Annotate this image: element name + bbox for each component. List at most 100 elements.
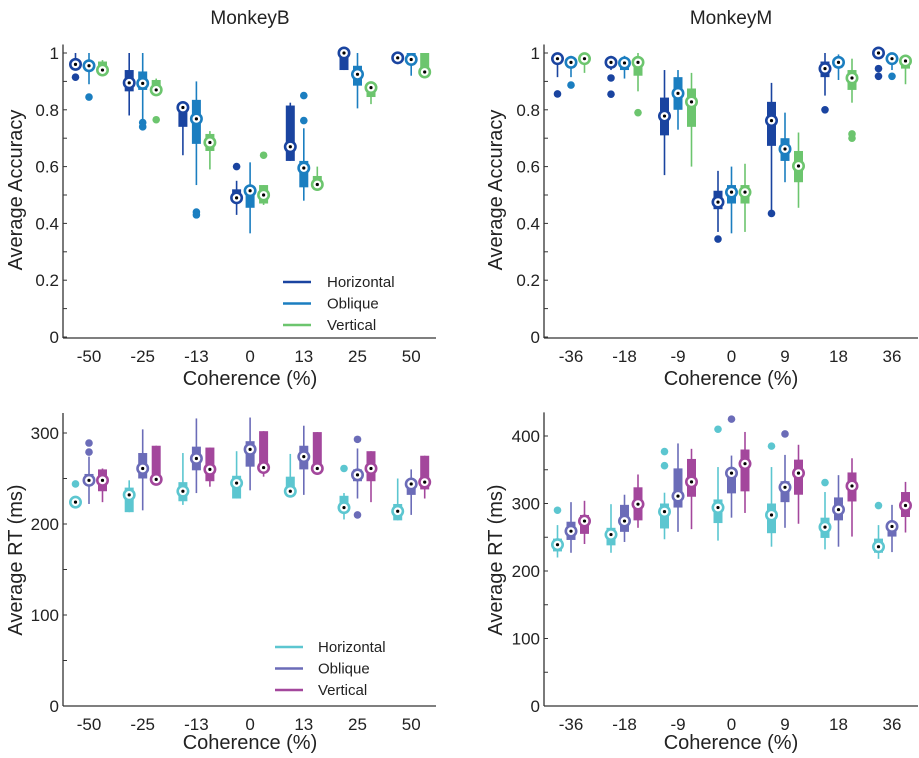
median-dot [622,61,627,65]
legend-label: Vertical [318,682,367,699]
y-axis-label: Average Accuracy [5,110,27,271]
median-dot [676,494,680,498]
median-dot [555,543,560,547]
x-tick-label: 25 [348,715,367,734]
median-dot [262,465,266,470]
median-dot [208,140,212,145]
legend-label: Horizontal [327,274,395,291]
outlier-point [553,506,562,515]
series-vertical [577,431,912,544]
series-oblique [82,417,418,519]
median-dot [302,455,306,459]
median-dot [181,489,185,493]
median-dot [636,502,640,506]
y-tick-label: 0.8 [35,101,59,120]
outlier-point [85,439,93,447]
median-dot [369,86,373,90]
median-dot [302,166,306,170]
median-dot [662,510,667,514]
median-dot [609,60,613,64]
outlier-point [874,501,883,510]
series-horizontal [69,46,405,215]
y-tick-label: 0.2 [35,271,59,290]
box [673,468,683,508]
series-oblique [82,53,418,234]
x-tick-label: -36 [559,715,584,734]
box [420,53,430,73]
median-dot [423,70,427,74]
x-tick-label: 0 [727,715,736,734]
outlier-point [300,116,308,125]
median-dot [235,481,239,485]
x-tick-label: -50 [77,715,102,734]
x-tick-label: 18 [829,347,848,366]
median-dot [355,72,360,76]
y-tick-label: 300 [512,495,540,514]
median-dot [582,519,587,523]
outlier-point [567,81,575,89]
series-horizontal [550,425,885,559]
outlier-point [848,134,856,142]
median-dot [609,532,613,537]
outlier-point [634,108,642,117]
outlier-point [781,430,789,438]
median-dot [636,60,640,64]
median-dot [569,60,573,64]
median-dot [194,117,198,121]
y-tick-label: 200 [31,515,59,534]
box [420,455,430,490]
y-tick-label: 100 [512,630,540,649]
series-vertical [577,52,912,232]
median-dot [555,57,560,61]
panel-title: MonkeyB [210,8,289,29]
outlier-point [660,461,669,470]
outlier-point [192,211,201,219]
legend-label: Horizontal [318,639,386,656]
box [151,445,161,480]
outlier-point [821,106,829,114]
x-tick-label: -36 [559,347,584,366]
x-tick-label: 36 [883,715,902,734]
outlier-point [353,435,362,444]
y-tick-label: 300 [31,424,59,443]
x-tick-label: -25 [130,715,155,734]
box [339,53,349,71]
panel-monkeym-accuracy: MonkeyM Average Accuracy Coherence (%) 0… [485,8,918,390]
x-tick-label: 50 [402,715,421,734]
series-horizontal [550,46,885,243]
outlier-point [85,93,93,101]
median-dot [208,467,212,471]
median-dot [154,477,158,482]
median-dot [87,64,91,68]
panel-title: MonkeyM [690,8,772,29]
median-dot [716,505,720,510]
median-dot [100,68,105,72]
median-dot [729,190,734,194]
box [178,106,188,127]
y-tick-label: 0 [50,697,59,716]
median-dot [823,525,827,529]
outlier-point [85,448,93,456]
median-dot [355,473,360,477]
median-dot [248,447,252,451]
median-dot [73,62,78,66]
median-dot [796,471,801,475]
y-tick-label: 0.6 [516,158,540,177]
y-tick-label: 0 [50,328,59,347]
y-tick-label: 0.4 [516,214,540,233]
median-dot [396,509,400,513]
median-dot [850,76,854,80]
median-dot [796,164,801,168]
outlier-point [259,151,268,160]
series-oblique [564,415,899,553]
median-dot [409,482,413,486]
legend-label: Oblique [327,296,379,313]
outlier-point [767,442,776,450]
median-dot [141,466,145,471]
y-tick-label: 0 [531,697,540,716]
median-dot [87,478,91,482]
median-dot [396,56,400,60]
outlier-point [553,90,562,98]
y-axis-label: Average RT (ms) [485,484,507,635]
outlier-point [340,464,348,473]
